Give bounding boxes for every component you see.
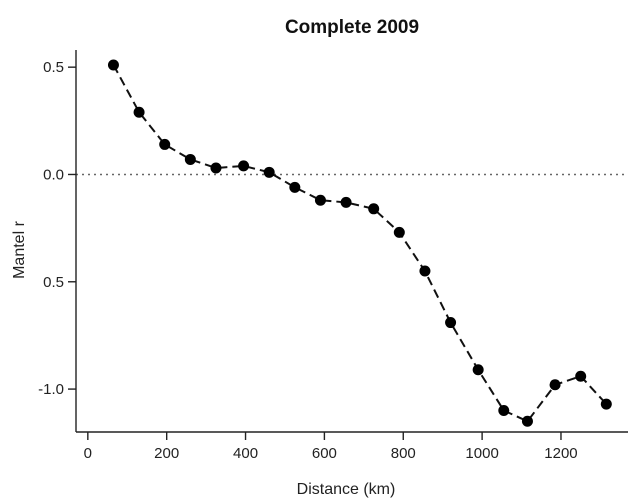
data-point bbox=[133, 106, 145, 118]
data-point bbox=[340, 196, 352, 208]
x-tick-label: 600 bbox=[312, 445, 337, 462]
chart-title: Complete 2009 bbox=[285, 17, 419, 38]
data-point bbox=[238, 160, 250, 172]
data-point bbox=[521, 415, 533, 427]
data-point bbox=[314, 194, 326, 206]
data-point bbox=[419, 265, 431, 277]
x-tick-label: 200 bbox=[154, 445, 179, 462]
data-point bbox=[289, 181, 301, 193]
data-point bbox=[184, 153, 196, 165]
data-point bbox=[159, 138, 171, 150]
y-axis-label: Mantel r bbox=[11, 220, 28, 278]
data-point bbox=[210, 162, 222, 174]
data-point bbox=[263, 166, 275, 178]
data-point bbox=[107, 59, 119, 71]
data-point bbox=[600, 398, 612, 410]
data-point bbox=[498, 405, 510, 417]
y-tick-label: 0.5 bbox=[43, 274, 64, 291]
x-tick-label: 1000 bbox=[465, 445, 498, 462]
data-point bbox=[445, 317, 457, 329]
y-tick-label: -1.0 bbox=[38, 381, 64, 398]
x-tick-label: 0 bbox=[84, 445, 92, 462]
data-point bbox=[575, 370, 587, 382]
data-point bbox=[549, 379, 561, 391]
data-point bbox=[368, 203, 380, 215]
x-tick-label: 800 bbox=[391, 445, 416, 462]
series-line bbox=[112, 64, 608, 423]
data-point bbox=[472, 364, 484, 376]
x-tick-label: 400 bbox=[233, 445, 258, 462]
data-point bbox=[393, 226, 405, 238]
y-tick-label: 0.0 bbox=[43, 166, 64, 183]
y-tick-label: 0.5 bbox=[43, 59, 64, 76]
x-axis-label: Distance (km) bbox=[297, 481, 396, 498]
x-tick-label: 1200 bbox=[544, 445, 577, 462]
